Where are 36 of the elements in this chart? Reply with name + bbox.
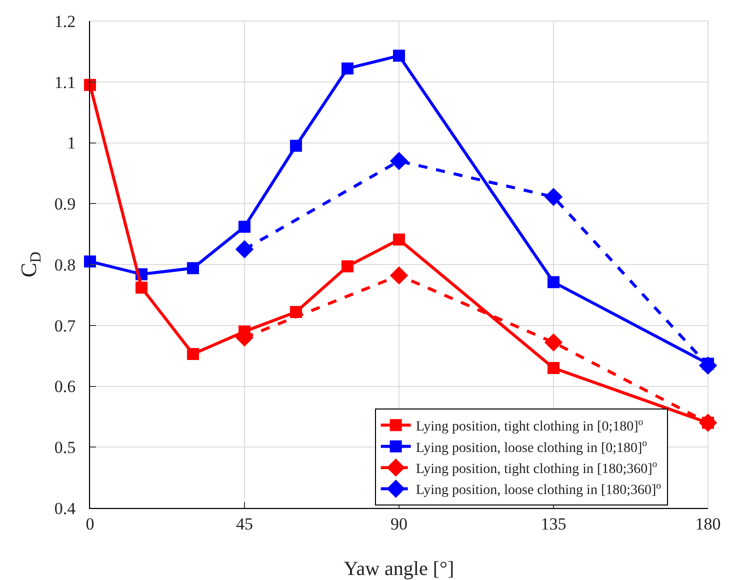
point <box>393 50 405 62</box>
point <box>342 260 354 272</box>
legend-label: Lying position, loose clothing in [0;180]$^{o}$ <box>416 438 648 456</box>
point <box>544 188 563 206</box>
point <box>187 348 199 360</box>
point <box>290 306 302 318</box>
point <box>390 152 408 170</box>
y-tick-label: 1.2 <box>54 12 76 31</box>
legend-label: Lying position, tight clothing in [180;360]$^{o}$ <box>416 459 658 478</box>
x-tick-label: 0 <box>86 514 94 534</box>
y-tick-label: 1 <box>67 134 76 153</box>
x-tick-label: 90 <box>390 514 408 534</box>
point <box>290 140 302 152</box>
point <box>390 266 408 285</box>
point <box>342 62 354 74</box>
point <box>393 234 405 246</box>
y-tick-label: 0.4 <box>54 498 76 518</box>
legend-label: Lying position, loose clothing in [180;360]$^{o}$ <box>416 480 662 498</box>
point <box>235 240 254 258</box>
x-tick-label: 135 <box>540 514 566 534</box>
point <box>238 220 250 233</box>
point <box>548 276 560 288</box>
point <box>548 362 560 374</box>
y-tick-label: 0.8 <box>54 255 76 274</box>
y-tick-label: 0.6 <box>54 377 76 396</box>
x-tick-label: 180 <box>695 514 721 534</box>
y-tick-label: 0.5 <box>54 438 76 458</box>
point <box>136 282 148 294</box>
y-tick-label: 0.9 <box>54 194 76 214</box>
y-tick-label: 1.1 <box>54 72 76 92</box>
x-tick-label: 45 <box>236 514 253 534</box>
point <box>187 262 199 274</box>
point <box>544 333 563 352</box>
legend-label: Lying position, tight clothing in [0;180]$^{o}$ <box>416 416 644 435</box>
y-tick-label: 0.7 <box>54 316 76 336</box>
x-axis-title: Yaw angle [°] <box>344 558 454 580</box>
